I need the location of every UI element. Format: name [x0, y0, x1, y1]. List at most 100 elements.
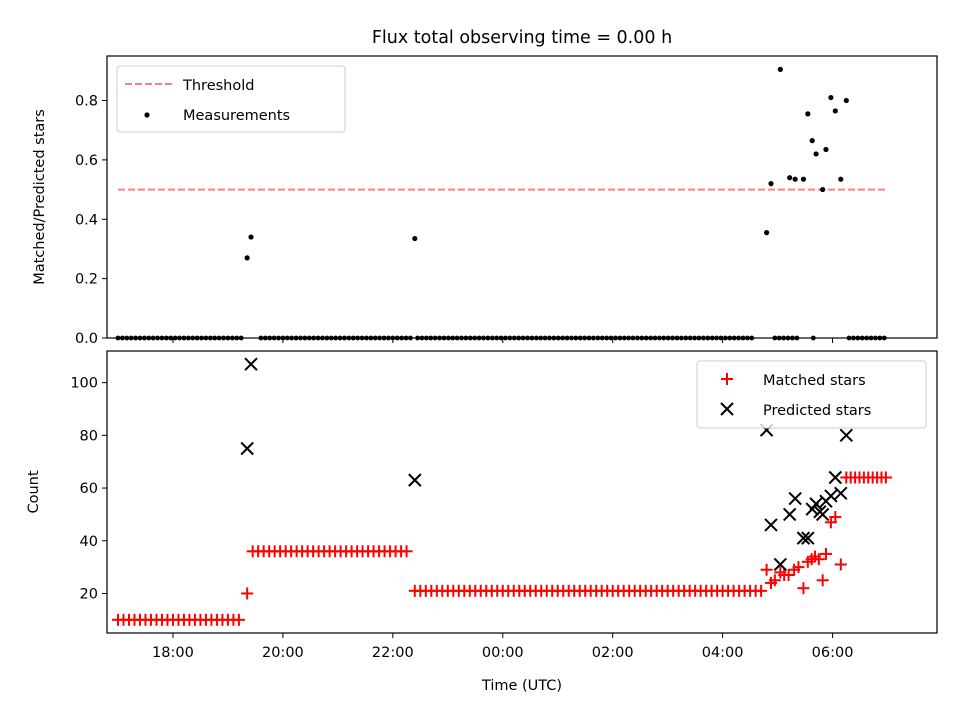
matched-stars-legend-label: Matched stars [763, 373, 866, 389]
predicted-star-marker-b [834, 486, 848, 501]
predicted-star-marker-b [801, 531, 815, 545]
top-panel: Flux total observing time = 0.00 h 0.00.… [32, 28, 938, 347]
predicted-star-marker-b [824, 489, 838, 503]
top-y-tick-label: 0.6 [75, 153, 98, 169]
matched-stars-legend-swatch [721, 373, 733, 385]
top-chart-title: Flux total observing time = 0.00 h [372, 28, 672, 48]
predicted-star-marker-b [240, 441, 254, 456]
predicted-star-marker [815, 507, 830, 522]
matched-star-marker [812, 553, 825, 566]
measurement-point [792, 176, 798, 182]
top-axes-frame [106, 55, 938, 339]
matched-star-marker [241, 587, 254, 600]
top-y-tick-label: 0.8 [75, 94, 98, 110]
matched-star-marker [829, 511, 842, 524]
matched-star-marker [816, 574, 829, 587]
matched-star-marker [782, 569, 795, 582]
bottom-y-tick-label: 60 [80, 481, 98, 497]
bottom-y-tick-label: 40 [80, 534, 98, 550]
bottom-legend: Matched stars Predicted stars [696, 360, 927, 429]
predicted-star-marker [809, 497, 823, 511]
top-legend-box [116, 65, 346, 133]
matched-star-marker [768, 574, 781, 587]
matched-star-marker [232, 613, 245, 626]
predicted-star-marker [834, 486, 848, 501]
predicted-star-marker [796, 531, 811, 545]
predicted-star-marker [801, 531, 815, 545]
top-y-tick-label: 0.4 [75, 212, 98, 228]
matched-star-marker [879, 471, 892, 484]
predicted-star-marker [773, 557, 788, 572]
bottom-x-tick-label: 22:00 [372, 645, 414, 661]
predicted-star-marker-b [809, 497, 823, 511]
bottom-x-tick-label: 04:00 [702, 645, 744, 661]
matched-star-marker [760, 563, 773, 576]
bottom-x-tick-label: 06:00 [812, 645, 854, 661]
bottom-x-axis-label: Time (UTC) [481, 678, 562, 694]
predicted-star-marker-b [788, 491, 802, 506]
matched-star-marker [400, 545, 413, 558]
predicted-star-marker-b [244, 357, 258, 371]
bottom-y-tick-label: 80 [80, 428, 98, 444]
measurement-point [828, 94, 834, 101]
predicted-stars-legend-swatch [720, 402, 734, 416]
predicted-star-marker [764, 518, 778, 532]
predicted-star-marker [824, 489, 838, 503]
measurement-point [805, 111, 811, 117]
measurement-point [412, 235, 418, 242]
bottom-plot-area: 20 40 60 80 100 18:00 20:00 22:00 00:00 02:00 04:0… [70, 357, 892, 661]
bottom-axes-frame [106, 350, 938, 634]
predicted-star-marker [828, 470, 843, 485]
predicted-star-marker [240, 441, 254, 456]
measurement-point [838, 176, 844, 182]
bottom-y-axis-label: Count [26, 470, 42, 513]
measurement-point [820, 186, 826, 193]
top-y-tick-label: 0.0 [75, 331, 98, 347]
predicted-star-marker [839, 428, 854, 443]
predicted-star-marker-b [408, 473, 422, 487]
predicted-stars-legend-label: Predicted stars [763, 403, 871, 419]
predicted-star-marker-b [796, 531, 811, 545]
predicted-star-marker-b [782, 507, 797, 522]
predicted-star-marker-b [828, 470, 843, 485]
matched-star-marker [834, 558, 847, 571]
predicted-star-marker [244, 357, 258, 371]
bottom-x-tick-label: 20:00 [262, 645, 304, 661]
top-y-tick-label: 0.2 [75, 272, 98, 288]
measurement-point [843, 97, 849, 104]
predicted-star-marker-b [839, 428, 854, 443]
top-legend: Threshold Measurements [116, 65, 346, 133]
predicted-star-marker-b [815, 507, 830, 522]
predicted-star-marker [788, 491, 802, 506]
measurement-point [832, 108, 838, 114]
measurement-point [777, 66, 783, 72]
measurement-point [809, 138, 815, 144]
measurements-legend-swatch [144, 112, 150, 118]
bottom-x-tick-label: 02:00 [592, 645, 634, 661]
predicted-star-marker-b [773, 557, 788, 572]
matched-star-marker [755, 584, 768, 597]
bottom-panel: 20 40 60 80 100 18:00 20:00 22:00 00:00 02:00 04:0… [26, 350, 938, 694]
top-y-axis-label: Matched/Predicted stars [32, 109, 48, 285]
top-plot-area: 0.0 0.2 0.4 0.6 0.8 [75, 66, 888, 347]
bottom-y-tick-label: 100 [70, 376, 98, 392]
bottom-x-tick-label: 18:00 [152, 645, 194, 661]
measurement-point [248, 234, 254, 240]
predicted-star-marker [408, 473, 422, 487]
matched-star-marker [792, 561, 805, 574]
measurement-point [764, 230, 770, 236]
measurement-point [800, 176, 807, 182]
bottom-x-tick-label: 00:00 [482, 645, 524, 661]
bottom-y-tick-label: 20 [80, 586, 98, 602]
predicted-star-marker [782, 507, 797, 522]
threshold-legend-label: Threshold [182, 78, 254, 94]
measurement-point [244, 255, 250, 261]
matched-star-marker [819, 547, 832, 560]
matched-star-marker [797, 582, 810, 595]
measurement-point [823, 146, 829, 153]
measurements-legend-label: Measurements [183, 108, 290, 124]
measurement-point [813, 151, 819, 157]
measurement-point [787, 175, 793, 181]
predicted-star-marker-b [764, 518, 778, 532]
